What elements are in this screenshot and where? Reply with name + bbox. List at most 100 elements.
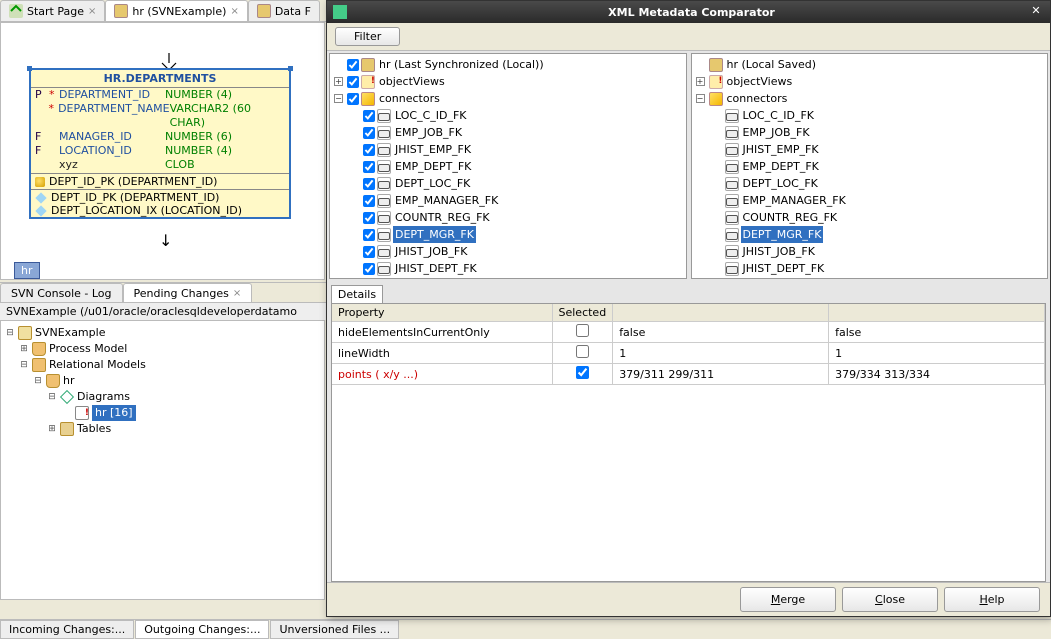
col-property[interactable]: Property: [332, 304, 552, 322]
collapse-icon[interactable]: ⊟: [33, 373, 43, 389]
project-tree[interactable]: ⊟ SVNExample ⊞ Process Model ⊟ Relational M…: [0, 320, 325, 600]
tree-checkbox[interactable]: [347, 93, 359, 105]
tab-svn-console[interactable]: SVN Console - Log: [0, 283, 123, 302]
tree-checkbox[interactable]: [363, 195, 375, 207]
obj-icon: [361, 75, 375, 89]
tree-node[interactable]: DEPT_LOC_FK: [741, 175, 820, 192]
tab-hr-svnexample[interactable]: hr (SVNExample) ×: [105, 0, 247, 21]
tree-checkbox[interactable]: [363, 246, 375, 258]
tree-node[interactable]: hr: [63, 373, 75, 389]
tab-start-page[interactable]: Start Page ×: [0, 0, 105, 21]
tree-node[interactable]: JHIST_EMP_FK: [741, 141, 821, 158]
tree-checkbox[interactable]: [363, 161, 375, 173]
close-dialog-icon[interactable]: ✕: [1028, 4, 1044, 20]
expand-icon[interactable]: ⊞: [19, 341, 29, 357]
filter-button[interactable]: Filter: [335, 27, 400, 46]
fk-icon: [725, 211, 739, 225]
tree-node[interactable]: JHIST_DEPT_FK: [393, 260, 479, 277]
tab-label: Start Page: [27, 5, 84, 18]
col-selected[interactable]: Selected: [552, 304, 613, 322]
close-button[interactable]: Close: [842, 587, 938, 612]
right-tree-pane[interactable]: hr (Local Saved) + objectViews − connectorsL…: [691, 53, 1049, 279]
tree-node-selected[interactable]: DEPT_MGR_FK: [393, 226, 476, 243]
dialog-titlebar[interactable]: XML Metadata Comparator ✕: [327, 1, 1050, 23]
col-left-value[interactable]: [613, 304, 829, 322]
fk-icon: [725, 126, 739, 140]
tree-node[interactable]: LOC_C_ID_FK: [741, 107, 817, 124]
collapse-icon[interactable]: −: [696, 94, 705, 103]
tree-node[interactable]: hr (Last Synchronized (Local)): [377, 56, 546, 73]
tree-checkbox[interactable]: [363, 178, 375, 190]
tree-node[interactable]: EMP_MANAGER_FK: [393, 192, 500, 209]
tree-node-selected[interactable]: DEPT_MGR_FK: [741, 226, 824, 243]
close-tab-icon[interactable]: ×: [233, 288, 241, 299]
tree-node[interactable]: Relational Models: [49, 357, 146, 373]
xml-metadata-comparator-dialog: XML Metadata Comparator ✕ Filter hr (Las…: [326, 0, 1051, 617]
tab-incoming-changes[interactable]: Incoming Changes:...: [0, 620, 134, 639]
tab-outgoing-changes[interactable]: Outgoing Changes:...: [135, 620, 269, 639]
tree-node[interactable]: JHIST_JOB_FK: [741, 243, 817, 260]
tab-pending-changes[interactable]: Pending Changes×: [123, 283, 253, 302]
collapse-icon[interactable]: ⊟: [47, 389, 57, 405]
tree-node[interactable]: COUNTR_REG_FK: [741, 209, 840, 226]
tab-data-f[interactable]: Data F: [248, 0, 320, 21]
col-right-value[interactable]: [829, 304, 1045, 322]
collapse-icon[interactable]: ⊟: [19, 357, 29, 373]
tree-checkbox[interactable]: [363, 110, 375, 122]
merge-button[interactable]: Merge: [740, 587, 836, 612]
relational-models-icon: [32, 358, 46, 372]
index-icon: [35, 205, 46, 216]
details-tab[interactable]: Details: [331, 285, 383, 303]
tree-node[interactable]: JHIST_EMP_FK: [393, 141, 473, 158]
tree-checkbox[interactable]: [347, 76, 359, 88]
tree-node[interactable]: objectViews: [377, 73, 447, 90]
tree-node[interactable]: EMP_DEPT_FK: [393, 158, 473, 175]
details-row[interactable]: points ( x/y ...)379/311 299/311379/334 …: [332, 364, 1045, 385]
tree-node[interactable]: objectViews: [725, 73, 795, 90]
diagram-breadcrumb[interactable]: hr: [14, 262, 40, 279]
details-row[interactable]: hideElementsInCurrentOnlyfalsefalse: [332, 322, 1045, 343]
diagram-canvas[interactable]: HR.DEPARTMENTS P*DEPARTMENT_IDNUMBER (4)…: [0, 22, 325, 280]
tree-checkbox[interactable]: [363, 263, 375, 275]
row-select-checkbox[interactable]: [576, 324, 589, 337]
tree-checkbox[interactable]: [347, 59, 359, 71]
entity-hr-departments[interactable]: HR.DEPARTMENTS P*DEPARTMENT_IDNUMBER (4)…: [29, 68, 291, 219]
close-tab-icon[interactable]: ×: [230, 6, 238, 17]
details-row[interactable]: lineWidth11: [332, 343, 1045, 364]
row-select-checkbox[interactable]: [576, 345, 589, 358]
expand-icon[interactable]: ⊞: [47, 421, 57, 437]
expand-icon[interactable]: +: [334, 77, 343, 86]
tree-checkbox[interactable]: [363, 127, 375, 139]
tree-node[interactable]: COUNTR_REG_FK: [393, 209, 492, 226]
tree-node[interactable]: connectors: [725, 90, 790, 107]
tree-node[interactable]: JHIST_DEPT_FK: [741, 260, 827, 277]
tree-node[interactable]: LOC_C_ID_FK: [393, 107, 469, 124]
tree-node[interactable]: SVNExample: [35, 325, 105, 341]
tree-node[interactable]: EMP_JOB_FK: [741, 124, 812, 141]
tree-node-selected[interactable]: hr [16]: [92, 405, 136, 421]
left-tree-pane[interactable]: hr (Last Synchronized (Local)) + objectVie…: [329, 53, 687, 279]
close-tab-icon[interactable]: ×: [88, 6, 96, 17]
tree-node[interactable]: Process Model: [49, 341, 127, 357]
fk-icon: [725, 245, 739, 259]
tree-node[interactable]: Tables: [77, 421, 111, 437]
tree-checkbox[interactable]: [363, 212, 375, 224]
fk-icon: [377, 177, 391, 191]
tree-node[interactable]: connectors: [377, 90, 442, 107]
tree-node[interactable]: hr (Local Saved): [725, 56, 819, 73]
expand-icon[interactable]: +: [696, 77, 705, 86]
tree-node[interactable]: EMP_JOB_FK: [393, 124, 464, 141]
row-select-checkbox[interactable]: [576, 366, 589, 379]
collapse-icon[interactable]: −: [334, 94, 343, 103]
tab-unversioned-files[interactable]: Unversioned Files ...: [270, 620, 399, 639]
tree-node[interactable]: DEPT_LOC_FK: [393, 175, 472, 192]
tree-node[interactable]: JHIST_JOB_FK: [393, 243, 469, 260]
conn-icon: [361, 92, 375, 106]
tree-node[interactable]: EMP_MANAGER_FK: [741, 192, 848, 209]
tree-checkbox[interactable]: [363, 144, 375, 156]
tree-node[interactable]: EMP_DEPT_FK: [741, 158, 821, 175]
help-button[interactable]: Help: [944, 587, 1040, 612]
tree-node[interactable]: Diagrams: [77, 389, 130, 405]
tree-checkbox[interactable]: [363, 229, 375, 241]
collapse-icon[interactable]: ⊟: [5, 325, 15, 341]
